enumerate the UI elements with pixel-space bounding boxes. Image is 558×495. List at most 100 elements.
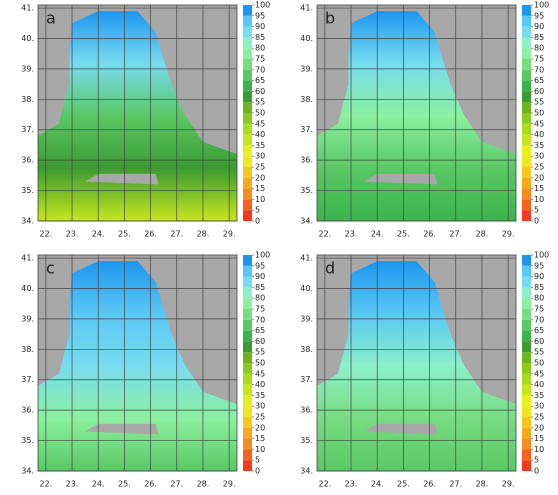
colorbar-cell bbox=[243, 80, 252, 92]
colorbar-cell bbox=[522, 113, 531, 124]
colorbar-label: 75 bbox=[255, 55, 265, 64]
colorbar-label: 30 bbox=[534, 402, 544, 411]
colorbar-cell bbox=[243, 123, 252, 135]
panel-label: a bbox=[46, 9, 56, 28]
colorbar-cell bbox=[522, 427, 531, 439]
colorbar-cell bbox=[522, 91, 531, 103]
colorbar-label: 55 bbox=[534, 98, 544, 107]
colorbar-label: 95 bbox=[534, 11, 544, 20]
y-tick-label: 38. bbox=[21, 345, 34, 354]
colorbar-cell bbox=[243, 15, 252, 27]
y-tick-label: 35. bbox=[21, 186, 34, 195]
colorbar-label: 20 bbox=[534, 423, 544, 432]
colorbar-cell bbox=[522, 438, 531, 450]
colorbar-label: 90 bbox=[255, 22, 265, 31]
colorbar-cell bbox=[522, 373, 531, 385]
map-panel: 22. 23. 24. 25. 26. 27. 28. 29. 34. 35. 36. 37. 38. 3… bbox=[300, 1, 549, 239]
y-tick-label: 37. bbox=[300, 375, 313, 384]
colorbar-label: 25 bbox=[534, 163, 544, 172]
colorbar-label: 95 bbox=[255, 11, 265, 20]
y-tick-label: 34. bbox=[21, 217, 34, 226]
crete bbox=[364, 173, 438, 185]
x-tick-label: 29. bbox=[223, 230, 236, 239]
x-tick-label: 24. bbox=[371, 230, 384, 239]
sea bbox=[38, 261, 237, 471]
x-tick-label: 28. bbox=[476, 230, 489, 239]
colorbar-cell bbox=[522, 255, 531, 266]
colorbar-cell bbox=[243, 5, 252, 16]
sea bbox=[317, 11, 516, 222]
colorbar-label: 55 bbox=[255, 98, 265, 107]
colorbar-label: 80 bbox=[255, 44, 265, 53]
colorbar-cell bbox=[243, 91, 252, 103]
x-tick-label: 24. bbox=[92, 230, 105, 239]
colorbar-cell bbox=[243, 188, 252, 200]
colorbar-label: 5 bbox=[255, 456, 260, 465]
y-tick-label: 37. bbox=[21, 375, 34, 384]
colorbar-cell bbox=[243, 330, 252, 342]
colorbar-label: 70 bbox=[255, 315, 265, 324]
colorbar-label: 35 bbox=[534, 391, 544, 400]
x-tick-label: 22. bbox=[318, 230, 331, 239]
x-tick-label: 29. bbox=[223, 480, 236, 489]
colorbar-label: 10 bbox=[534, 445, 544, 454]
colorbar-label: 0 bbox=[534, 467, 539, 476]
colorbar-label: 60 bbox=[534, 87, 544, 96]
colorbar-label: 45 bbox=[255, 119, 265, 128]
panel-label: b bbox=[325, 9, 335, 28]
colorbar-cell bbox=[522, 449, 531, 461]
colorbar-cell bbox=[522, 309, 531, 320]
colorbar-cell bbox=[243, 298, 252, 309]
map-panel: 22. 23. 24. 25. 26. 27. 28. 29. 34. 35. 36. 37. 38. 3… bbox=[300, 251, 549, 489]
y-tick-label: 37. bbox=[21, 125, 34, 134]
colorbar-label: 65 bbox=[534, 326, 544, 335]
colorbar-cell bbox=[522, 123, 531, 135]
colorbar-cell bbox=[522, 48, 531, 59]
colorbar-cell bbox=[243, 406, 252, 417]
colorbar-cell bbox=[243, 449, 252, 461]
colorbar-label: 20 bbox=[255, 423, 265, 432]
colorbar-label: 95 bbox=[534, 261, 544, 270]
colorbar-cell bbox=[522, 167, 531, 178]
colorbar-label: 15 bbox=[534, 184, 544, 193]
colorbar-label: 20 bbox=[255, 173, 265, 182]
colorbar-label: 100 bbox=[255, 251, 270, 260]
colorbar-label: 95 bbox=[255, 261, 265, 270]
map-frame bbox=[37, 254, 238, 472]
colorbar-label: 85 bbox=[534, 33, 544, 42]
y-tick-label: 36. bbox=[21, 156, 34, 165]
colorbar-cell bbox=[522, 210, 531, 221]
x-tick-label: 23. bbox=[66, 480, 79, 489]
colorbar-label: 80 bbox=[534, 44, 544, 53]
colorbar-cell bbox=[522, 298, 531, 309]
y-tick-label: 39. bbox=[21, 314, 34, 323]
colorbar-label: 100 bbox=[534, 1, 549, 10]
colorbar-cell bbox=[522, 69, 531, 81]
colorbar-label: 70 bbox=[255, 65, 265, 74]
colorbar-label: 85 bbox=[255, 33, 265, 42]
y-tick-label: 36. bbox=[21, 406, 34, 415]
colorbar-cell bbox=[243, 319, 252, 331]
colorbar-label: 90 bbox=[255, 272, 265, 281]
colorbar-label: 70 bbox=[534, 65, 544, 74]
colorbar-cell bbox=[522, 460, 531, 471]
colorbar-label: 50 bbox=[534, 109, 544, 118]
colorbar-label: 100 bbox=[255, 1, 270, 10]
x-tick-label: 28. bbox=[476, 480, 489, 489]
x-tick-label: 27. bbox=[170, 480, 183, 489]
colorbar-label: 40 bbox=[255, 380, 265, 389]
y-tick-label: 35. bbox=[300, 436, 313, 445]
y-tick-label: 39. bbox=[300, 64, 313, 73]
colorbar-cell bbox=[522, 319, 531, 331]
map-panel: 22. 23. 24. 25. 26. 27. 28. 29. 34. 35. 36. 37. 38. 3… bbox=[21, 1, 270, 239]
y-tick-label: 34. bbox=[21, 467, 34, 476]
colorbar-label: 10 bbox=[255, 195, 265, 204]
colorbar-label: 45 bbox=[534, 369, 544, 378]
colorbar-cell bbox=[243, 287, 252, 299]
panel-label: c bbox=[46, 259, 55, 278]
colorbar-label: 35 bbox=[255, 391, 265, 400]
colorbar-label: 45 bbox=[255, 369, 265, 378]
x-tick-label: 29. bbox=[502, 230, 515, 239]
colorbar-label: 75 bbox=[255, 305, 265, 314]
